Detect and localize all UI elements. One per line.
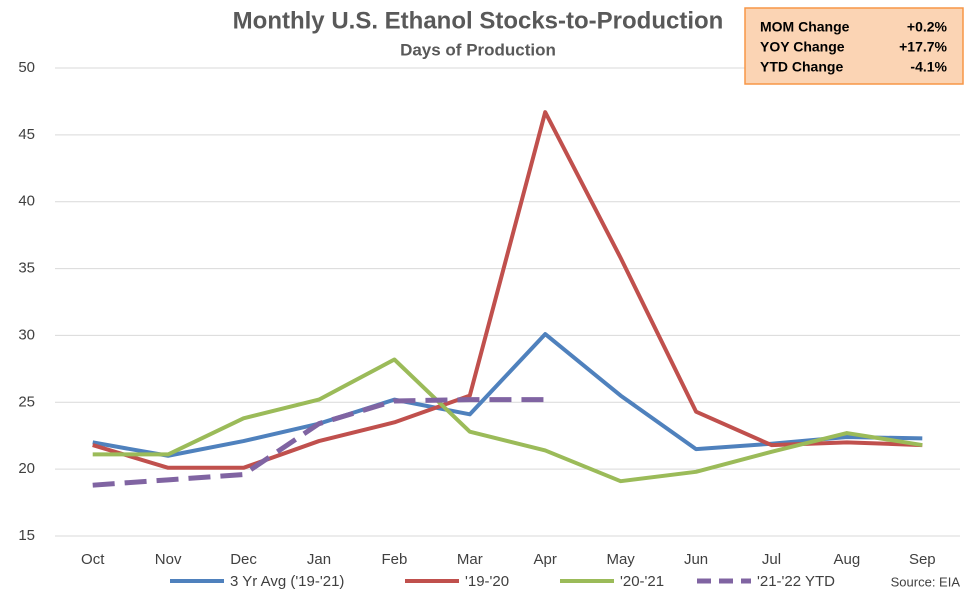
y-tick-label: 20 <box>18 460 35 477</box>
y-tick-label: 35 <box>18 260 35 277</box>
x-tick-label: Jul <box>762 551 781 568</box>
legend-label: '20-'21 <box>620 573 664 590</box>
x-tick-label: Oct <box>81 551 105 568</box>
series-line <box>92 110 923 470</box>
y-tick-label: 45 <box>18 126 35 143</box>
chart-title: Monthly U.S. Ethanol Stocks-to-Productio… <box>233 7 724 34</box>
legend-label: '19-'20 <box>465 573 509 590</box>
summary-bg <box>744 7 964 85</box>
series-line <box>92 357 923 484</box>
y-tick-label: 40 <box>18 193 35 210</box>
x-tick-label: Aug <box>834 551 861 568</box>
y-tick-label: 25 <box>18 393 35 410</box>
summary-label: YTD Change <box>760 59 843 75</box>
summary-box: MOM Change +0.2% YOY Change +17.7% YTD Chang… <box>744 7 964 85</box>
legend-label: 3 Yr Avg ('19-'21) <box>230 573 344 590</box>
x-tick-label: Sep <box>909 551 936 568</box>
series-line <box>92 397 546 488</box>
summary-value: +17.7% <box>899 39 947 55</box>
x-tick-label: Apr <box>534 551 557 568</box>
summary-label: YOY Change <box>760 39 845 55</box>
x-tick-label: Jun <box>684 551 708 568</box>
x-tick-label: Jan <box>307 551 331 568</box>
series-line <box>92 332 923 458</box>
x-tick-label: Dec <box>230 551 257 568</box>
y-tick-label: 50 <box>18 59 35 76</box>
source: Source: EIA <box>891 574 961 589</box>
y-tick-label: 15 <box>18 527 35 544</box>
legend-label: '21-'22 YTD <box>757 573 835 590</box>
x-tick-label: May <box>606 551 635 568</box>
y-tick-label: 30 <box>18 326 35 343</box>
x-tick-label: Nov <box>155 551 182 568</box>
summary-value: -4.1% <box>910 59 947 75</box>
summary-label: MOM Change <box>760 19 850 35</box>
x-tick-label: Mar <box>457 551 483 568</box>
x-tick-label: Feb <box>381 551 407 568</box>
summary-value: +0.2% <box>907 19 948 35</box>
chart-subtitle: Days of Production <box>400 40 556 59</box>
